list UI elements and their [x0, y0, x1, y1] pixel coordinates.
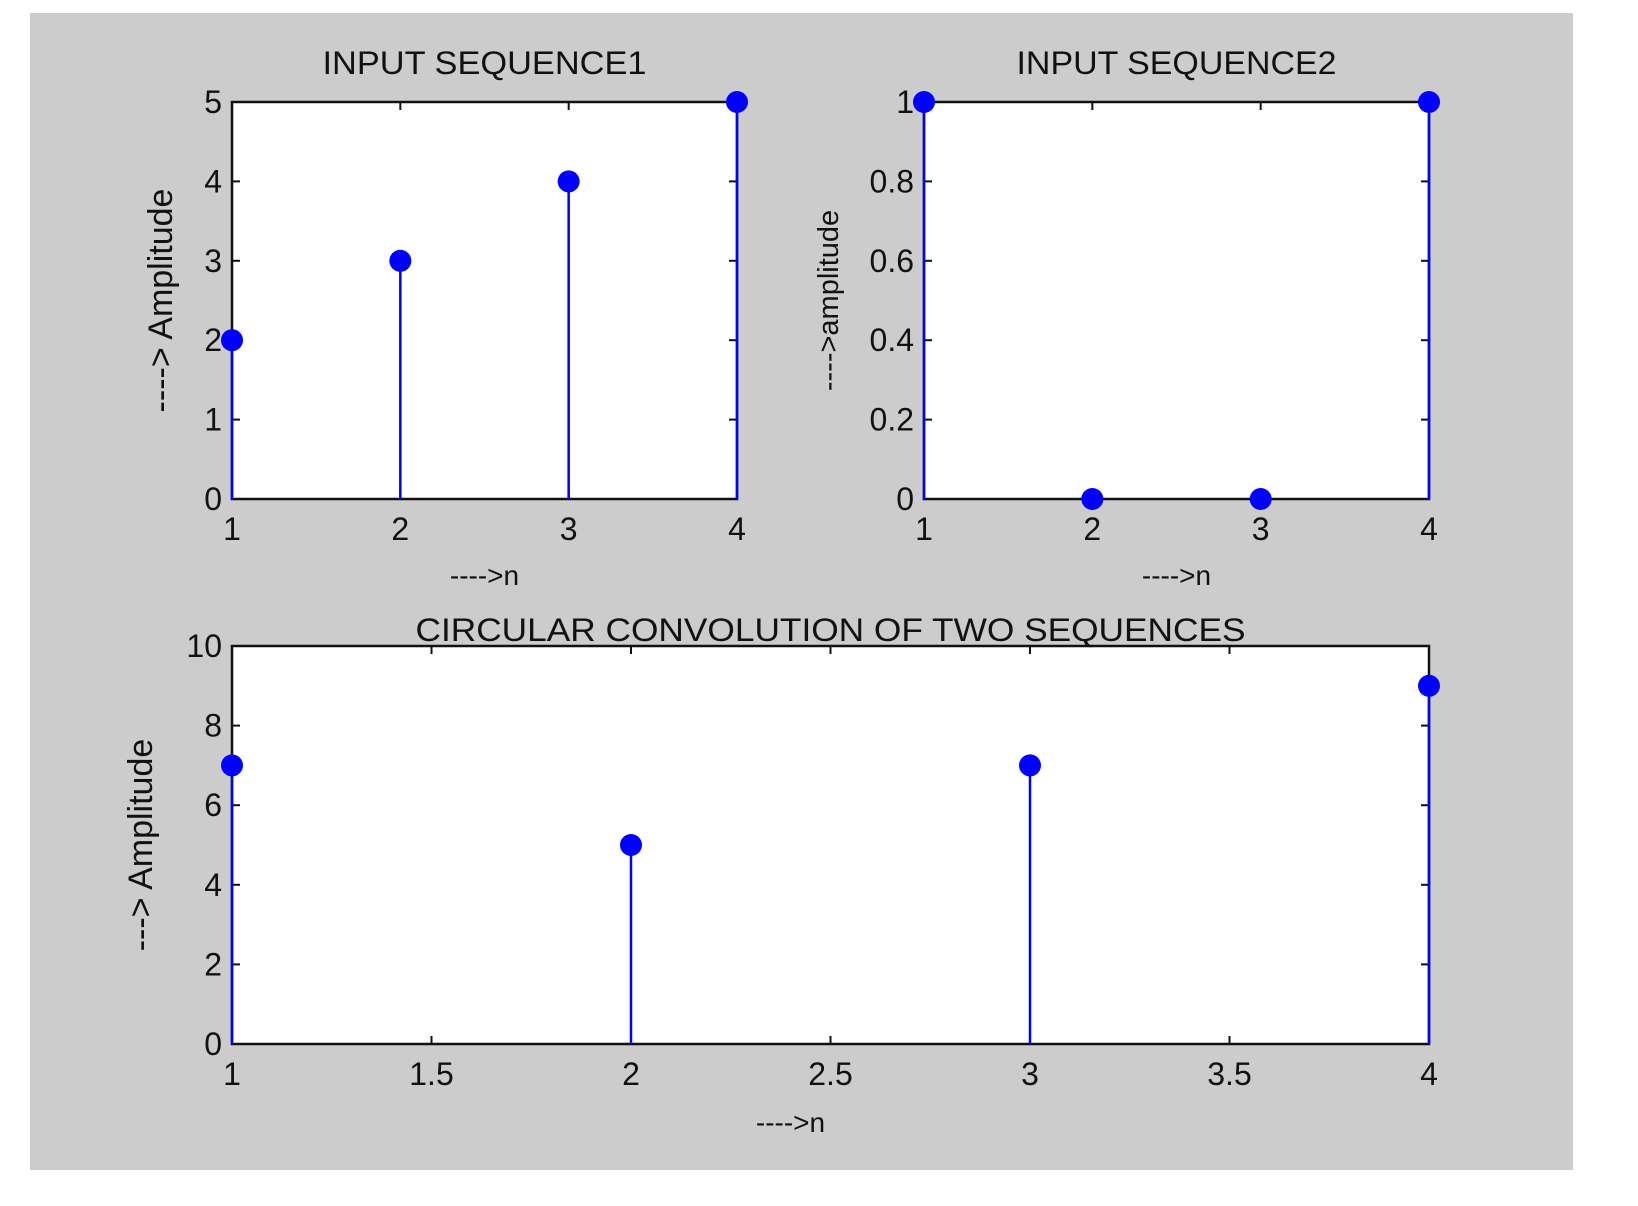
x-tick-label: 2	[1083, 511, 1101, 547]
y-tick-label: 0.8	[870, 163, 914, 199]
subplot-circular-convolution: 1 1.5 2 2.5 3 3.5 4 0 2 4 6 8 10 CIRCULAR CONVOLUTION…	[122, 612, 1440, 1138]
y-tick-label: 8	[204, 708, 222, 744]
stem-marker	[913, 91, 935, 113]
x-axis-label: ---->n	[1142, 560, 1211, 591]
x-tick-label: 1	[223, 1056, 241, 1092]
subplot-title: INPUT SEQUENCE2	[1017, 45, 1337, 81]
plot-area	[232, 646, 1429, 1044]
y-axis-label: ---->amplitude	[813, 210, 845, 391]
x-tick-label: 4	[1420, 511, 1438, 547]
x-tick-label: 3.5	[1207, 1056, 1251, 1092]
x-tick-label: 1.5	[409, 1056, 453, 1092]
y-tick-label: 0.2	[870, 402, 914, 438]
y-tick-label: 4	[204, 867, 222, 903]
stem-marker	[1019, 754, 1041, 777]
subplot-input-sequence-2: 1 2 3 4 0 0.2 0.4 0.6 0.8 1 INPUT SEQUENCE2 ---->n -…	[813, 45, 1440, 591]
y-tick-label: 2	[204, 322, 222, 358]
stem-marker	[726, 91, 748, 113]
subplot-title: CIRCULAR CONVOLUTION OF TWO SEQUENCES	[416, 612, 1246, 648]
y-tick-label: 0	[204, 1026, 222, 1062]
stem-marker	[389, 249, 412, 272]
stem-marker	[557, 170, 580, 193]
x-tick-label: 1	[915, 511, 933, 547]
x-tick-label: 2.5	[808, 1056, 852, 1092]
stem-marker	[1418, 91, 1440, 113]
stem-marker	[221, 754, 243, 777]
y-tick-label: 0	[896, 481, 914, 517]
y-tick-label: 0	[204, 481, 222, 517]
stem-marker	[1418, 674, 1440, 697]
x-tick-label: 3	[1021, 1056, 1039, 1092]
x-axis-label: ---->n	[756, 1107, 825, 1138]
x-tick-label: 4	[728, 511, 746, 547]
y-tick-label: 0.4	[870, 322, 914, 358]
y-tick-label: 2	[204, 946, 222, 982]
x-axis-label: ---->n	[450, 560, 519, 591]
y-tick-label: 1	[204, 402, 222, 438]
y-tick-label: 1	[896, 84, 914, 120]
y-tick-label: 10	[186, 628, 222, 664]
y-axis-label: ---> Amplitude	[122, 739, 160, 952]
stem-marker	[1249, 488, 1272, 510]
stem-marker	[221, 329, 243, 352]
y-tick-label: 3	[204, 243, 222, 279]
stem-marker	[620, 834, 642, 856]
x-tick-label: 2	[391, 511, 409, 547]
y-tick-label: 4	[204, 163, 222, 199]
y-tick-label: 5	[204, 84, 222, 120]
y-axis-label: ----> Amplitude	[142, 189, 180, 413]
stem-marker	[1081, 488, 1104, 510]
y-tick-label: 6	[204, 787, 222, 823]
plot-area	[232, 102, 737, 499]
x-tick-label: 3	[560, 511, 578, 547]
x-tick-label: 3	[1252, 511, 1270, 547]
x-tick-label: 4	[1420, 1056, 1438, 1092]
plot-area	[924, 102, 1429, 499]
x-tick-label: 1	[223, 511, 241, 547]
y-tick-label: 0.6	[870, 243, 914, 279]
subplot-title: INPUT SEQUENCE1	[323, 45, 647, 81]
x-tick-label: 2	[622, 1056, 640, 1092]
